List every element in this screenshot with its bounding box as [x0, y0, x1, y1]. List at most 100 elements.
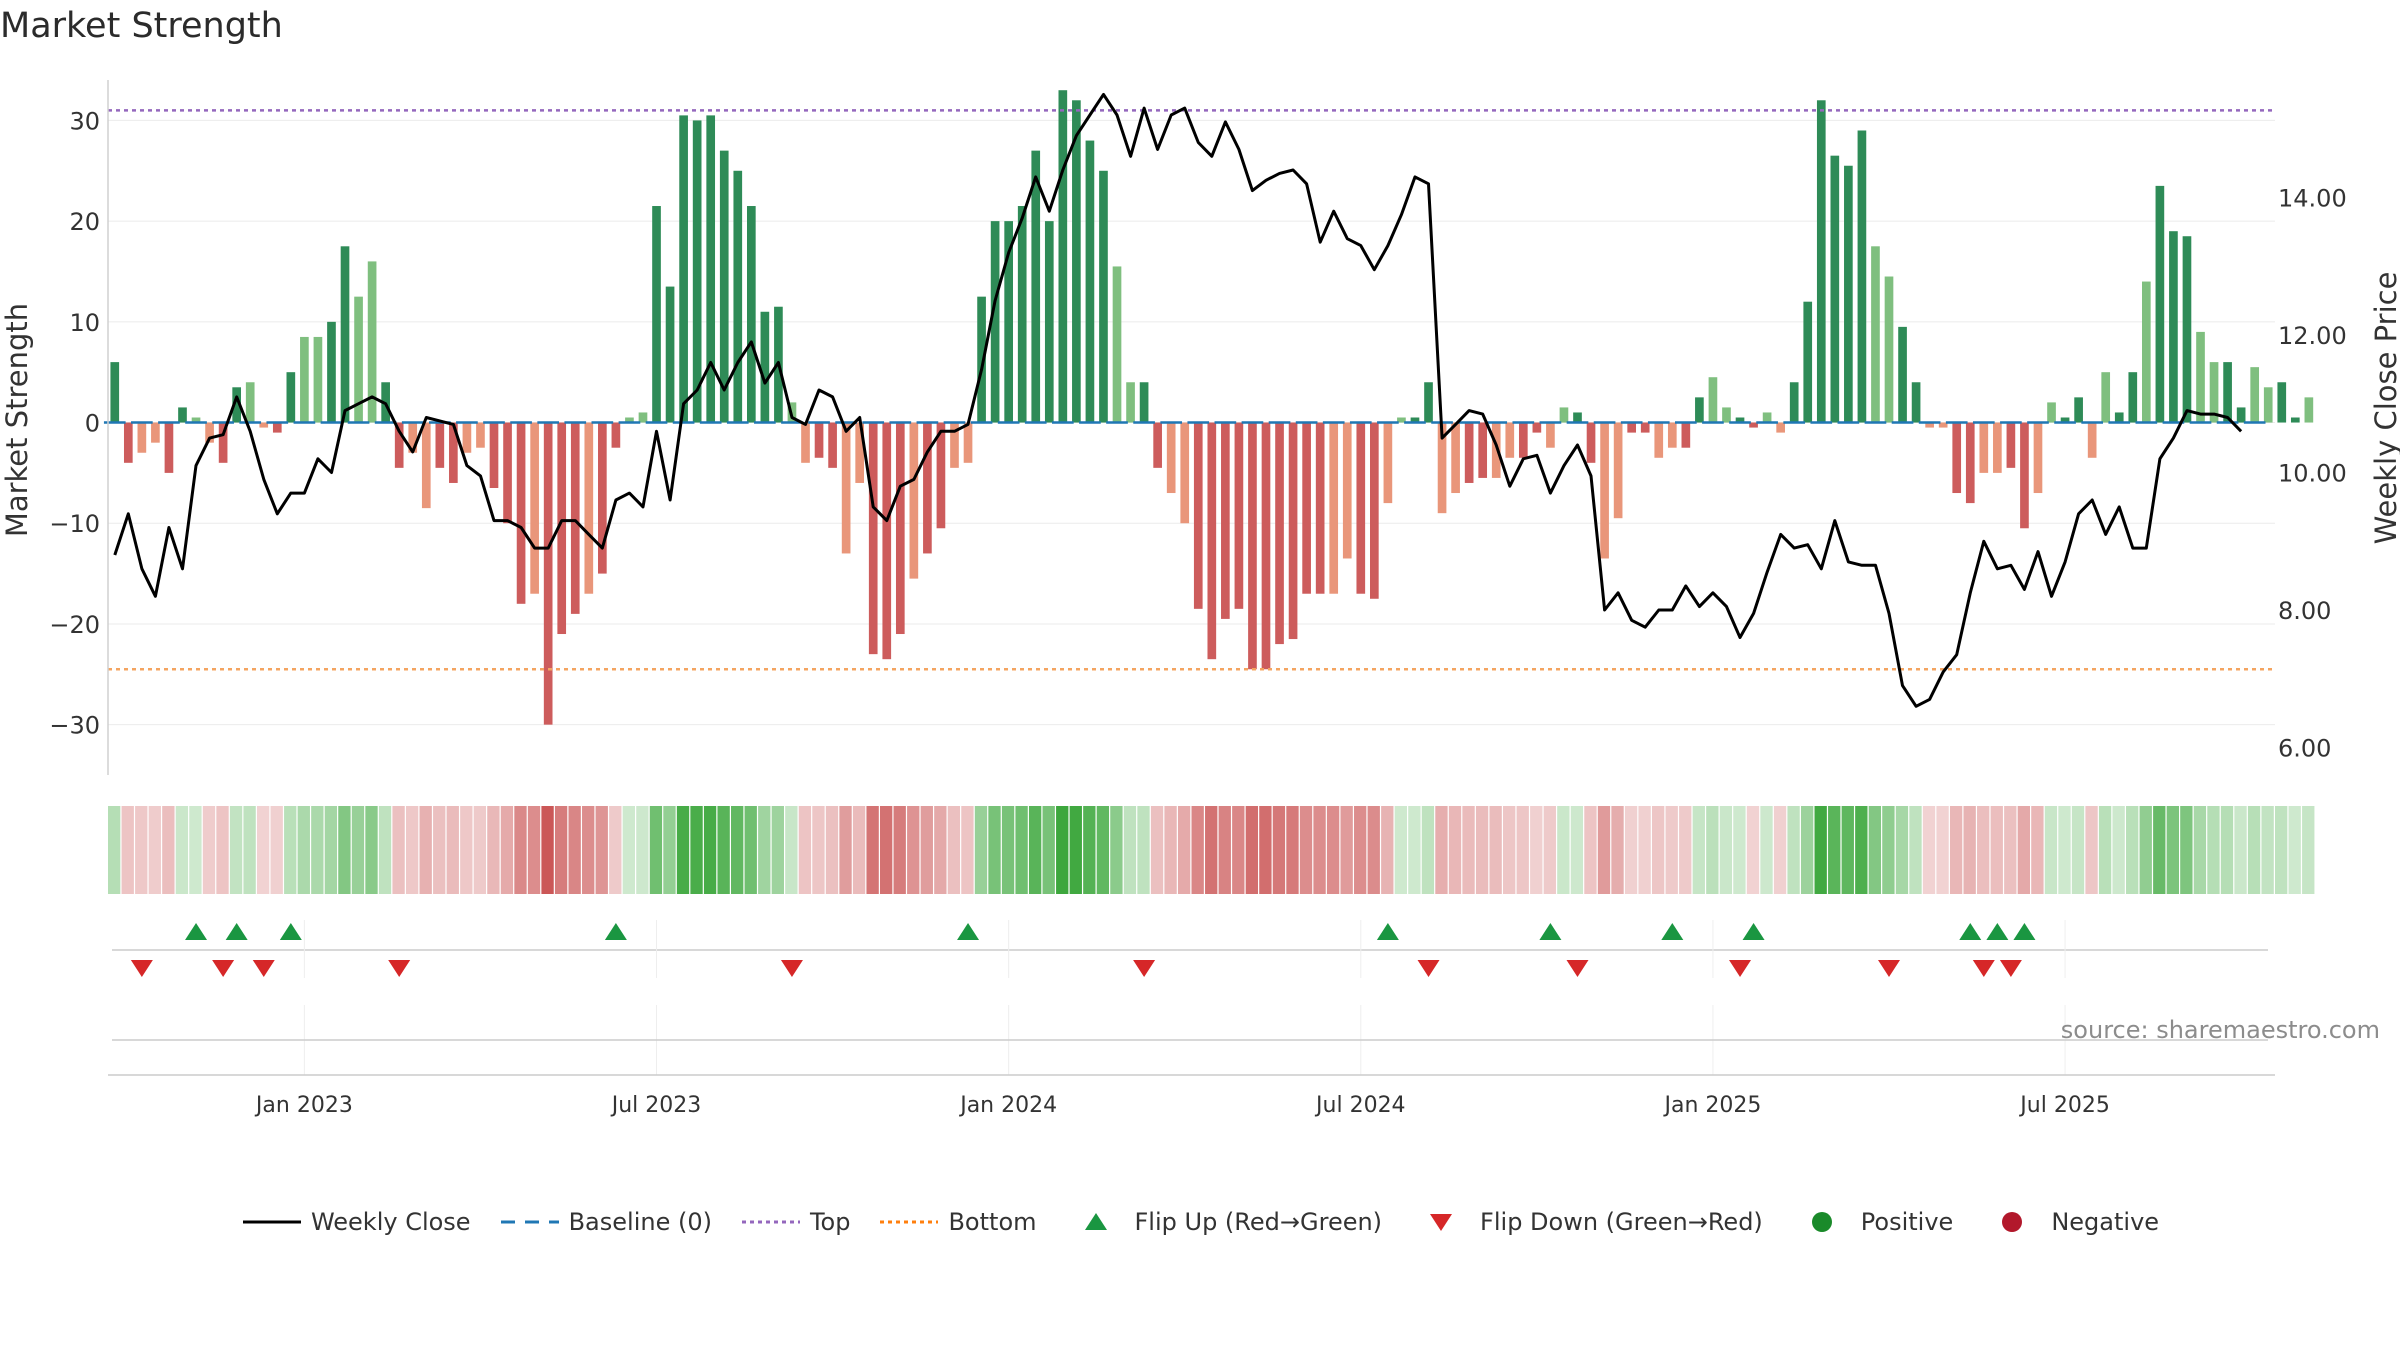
- heat-cell: [1651, 806, 1665, 894]
- strength-bar: [909, 422, 919, 579]
- strength-bar: [638, 412, 648, 423]
- heat-cell: [1083, 806, 1096, 894]
- flip-down-marker: [1417, 960, 1440, 977]
- strength-bar: [1166, 422, 1176, 494]
- y-tick-label: 20: [69, 208, 100, 236]
- bottom-panel: Jan 2023 Jul 2023 Jan 2024 Jul 2024 Jan 2025…: [108, 1005, 2275, 1118]
- flip-up-marker: [1376, 923, 1399, 940]
- strength-bar: [1695, 397, 1704, 423]
- legend-label: Bottom: [948, 1208, 1037, 1236]
- strength-bar: [1234, 422, 1244, 609]
- heat-cell: [1828, 806, 1841, 894]
- heat-cell: [1760, 806, 1773, 894]
- strength-bar: [1356, 422, 1366, 594]
- strength-bar: [977, 296, 986, 423]
- heat-cell: [229, 806, 243, 894]
- strength-bar: [692, 120, 702, 423]
- heat-cell: [1394, 806, 1407, 894]
- flip-down-marker: [212, 960, 235, 977]
- heat-cell: [1963, 806, 1976, 894]
- strength-bar: [1112, 266, 1122, 423]
- strength-bar: [1803, 301, 1813, 423]
- strength-bar: [1789, 382, 1799, 423]
- strength-bar: [489, 422, 499, 488]
- heat-cell: [2017, 806, 2031, 894]
- strength-bar: [2223, 362, 2232, 423]
- strength-bar: [1627, 422, 1637, 433]
- strength-bar: [2074, 397, 2083, 423]
- legend-item: Positive: [1791, 1208, 1953, 1236]
- heat-cell: [568, 806, 581, 894]
- strength-bar: [164, 422, 174, 473]
- legend-item: Negative: [1981, 1208, 2159, 1236]
- heat-cell: [135, 806, 148, 894]
- strength-bar: [557, 422, 567, 635]
- strength-bar: [1735, 417, 1745, 423]
- strength-bar: [151, 422, 160, 443]
- strength-bar: [1546, 422, 1555, 448]
- x-tick-label: Jul 2024: [1314, 1093, 1406, 1118]
- heat-cell: [378, 806, 392, 894]
- strength-bar: [1424, 382, 1433, 423]
- heat-cell: [2193, 806, 2207, 894]
- x-tick-label: Jul 2025: [2018, 1093, 2110, 1118]
- heat-cell: [1177, 806, 1191, 894]
- strength-bar: [2263, 387, 2273, 423]
- y2-tick-label: 6.00: [2278, 735, 2331, 763]
- heat-cell: [1692, 806, 1705, 894]
- heat-cell: [392, 806, 405, 894]
- strength-bar: [1708, 377, 1718, 423]
- strength-bar: [1370, 422, 1379, 599]
- legend-symbol: [2002, 1212, 2023, 1232]
- heat-cell: [527, 806, 541, 894]
- heat-cell: [825, 806, 839, 894]
- strength-bar: [801, 422, 810, 463]
- heat-cell: [541, 806, 554, 894]
- strength-bar: [828, 422, 837, 468]
- strength-bar: [950, 422, 959, 468]
- strength-bar: [503, 422, 512, 524]
- legend-label: Flip Down (Green→Red): [1480, 1208, 1763, 1236]
- strength-bar: [1559, 407, 1569, 423]
- strength-bar: [110, 362, 120, 423]
- strength-bar: [2236, 407, 2246, 423]
- heat-cell: [2004, 806, 2017, 894]
- heat-cell: [1110, 806, 1123, 894]
- heat-cell: [1800, 806, 1814, 894]
- strength-bar: [652, 206, 661, 423]
- heat-cell: [297, 806, 310, 894]
- strength-bar: [408, 422, 418, 453]
- strength-bar: [2304, 397, 2314, 423]
- strength-bar: [1749, 422, 1758, 428]
- x-tick-label: Jan 2025: [1662, 1093, 1761, 1118]
- heat-cell: [1990, 806, 2003, 894]
- strength-bar: [1302, 422, 1311, 594]
- flip-up-marker: [279, 923, 302, 940]
- heat-cell: [514, 806, 527, 894]
- y2-axis-title: Weekly Close Price: [2369, 272, 2400, 545]
- y2-tick-label: 14.00: [2278, 185, 2347, 213]
- weekly-close-line: [113, 92, 2243, 708]
- heat-cell: [1340, 806, 1353, 894]
- strength-bar: [1451, 422, 1460, 494]
- legend-item: Top: [740, 1208, 850, 1236]
- legend: Weekly Close Baseline (0) Top Bottom Flip Up…: [0, 1202, 2400, 1242]
- flip-down-marker: [1133, 960, 1156, 977]
- heat-cell: [2234, 806, 2247, 894]
- heat-cell: [1272, 806, 1286, 894]
- heat-cell: [717, 806, 730, 894]
- heat-cell: [1922, 806, 1936, 894]
- strength-bar: [300, 336, 309, 423]
- flip-down-marker: [130, 960, 153, 977]
- strength-bar: [462, 422, 472, 453]
- strength-bar: [1776, 422, 1785, 433]
- heat-cell: [216, 806, 229, 894]
- strength-bar: [1342, 422, 1352, 559]
- reference-lines: [103, 109, 2275, 671]
- price-line: [113, 92, 2243, 708]
- y-tick-label: 30: [69, 107, 100, 135]
- strength-bar: [1925, 422, 1934, 428]
- heat-cell: [1882, 806, 1895, 894]
- strength-bar: [2169, 231, 2178, 423]
